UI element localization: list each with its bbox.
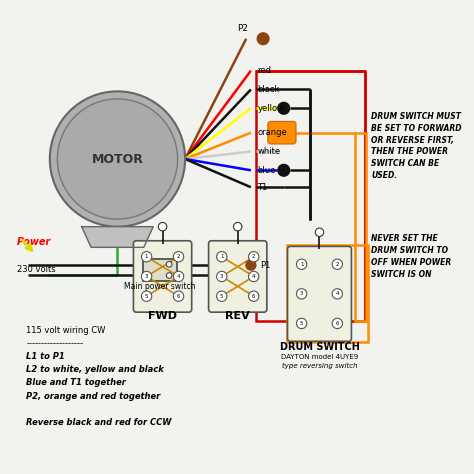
- Text: FWD: FWD: [148, 311, 177, 321]
- Text: 3: 3: [220, 274, 224, 279]
- Circle shape: [332, 289, 343, 299]
- Text: Power: Power: [17, 237, 51, 246]
- Circle shape: [248, 271, 259, 282]
- Circle shape: [141, 252, 152, 262]
- Circle shape: [158, 222, 167, 231]
- Text: 2: 2: [177, 254, 180, 259]
- Text: 1: 1: [145, 254, 148, 259]
- Circle shape: [57, 99, 178, 219]
- Text: -------------------: -------------------: [27, 339, 83, 348]
- Text: DRUM SWITCH: DRUM SWITCH: [280, 342, 359, 352]
- Text: 2: 2: [252, 254, 255, 259]
- Text: 4: 4: [252, 274, 255, 279]
- Text: yellow: yellow: [257, 104, 284, 113]
- Bar: [287, 246, 368, 342]
- Text: L2 to white, yellow and black: L2 to white, yellow and black: [27, 365, 164, 374]
- Bar: [143, 259, 177, 281]
- Circle shape: [141, 271, 152, 282]
- FancyBboxPatch shape: [268, 121, 296, 144]
- Circle shape: [277, 164, 291, 177]
- Text: 5: 5: [300, 321, 303, 326]
- Circle shape: [217, 252, 227, 262]
- Text: 5: 5: [220, 294, 224, 299]
- Circle shape: [248, 252, 259, 262]
- Text: type reversing switch: type reversing switch: [282, 363, 357, 369]
- Text: 4: 4: [177, 274, 180, 279]
- Text: 1: 1: [300, 262, 303, 267]
- Text: T1: T1: [257, 182, 268, 191]
- Polygon shape: [82, 227, 153, 247]
- Circle shape: [248, 291, 259, 301]
- Circle shape: [166, 273, 172, 278]
- Text: Blue and T1 together: Blue and T1 together: [27, 378, 126, 387]
- Text: NEVER SET THE
DRUM SWITCH TO
OFF WHEN POWER
SWITCH IS ON: NEVER SET THE DRUM SWITCH TO OFF WHEN PO…: [371, 234, 451, 279]
- Text: MOTOR: MOTOR: [91, 153, 144, 165]
- Circle shape: [332, 318, 343, 328]
- Circle shape: [296, 259, 307, 269]
- Text: 230 volts: 230 volts: [17, 265, 55, 274]
- Circle shape: [217, 291, 227, 301]
- Text: black: black: [257, 85, 280, 94]
- Text: 3: 3: [300, 292, 303, 296]
- Text: 3: 3: [145, 274, 148, 279]
- Circle shape: [141, 291, 152, 301]
- Text: Main power switch: Main power switch: [124, 282, 195, 291]
- Text: blue: blue: [257, 166, 276, 175]
- Circle shape: [50, 91, 185, 227]
- Text: 115 volt wiring CW: 115 volt wiring CW: [27, 326, 106, 335]
- Text: 5: 5: [145, 294, 148, 299]
- Text: red: red: [257, 66, 272, 75]
- Text: orange: orange: [257, 128, 287, 137]
- Text: 6: 6: [336, 321, 339, 326]
- Text: white: white: [257, 147, 281, 156]
- Circle shape: [296, 318, 307, 328]
- Text: L1 to P1: L1 to P1: [27, 352, 65, 361]
- Text: Reverse black and red for CCW: Reverse black and red for CCW: [27, 418, 172, 427]
- Circle shape: [234, 222, 242, 231]
- Text: P1: P1: [260, 261, 271, 270]
- Text: P2, orange and red together: P2, orange and red together: [27, 392, 161, 401]
- Text: 2: 2: [336, 262, 339, 267]
- Text: 6: 6: [177, 294, 180, 299]
- Circle shape: [173, 291, 184, 301]
- Circle shape: [315, 228, 324, 237]
- Circle shape: [245, 260, 256, 271]
- Circle shape: [332, 259, 343, 269]
- Text: 1: 1: [220, 254, 224, 259]
- Bar: [355, 133, 366, 320]
- Text: 4: 4: [336, 292, 339, 296]
- Text: DAYTON model 4UYE9: DAYTON model 4UYE9: [281, 354, 358, 360]
- Circle shape: [166, 262, 172, 267]
- Circle shape: [173, 271, 184, 282]
- Circle shape: [217, 271, 227, 282]
- FancyBboxPatch shape: [288, 246, 351, 341]
- Bar: [255, 71, 365, 320]
- Circle shape: [296, 289, 307, 299]
- Circle shape: [277, 102, 291, 115]
- Circle shape: [256, 32, 270, 46]
- Text: P2: P2: [237, 24, 248, 33]
- Text: REV: REV: [225, 311, 250, 321]
- Circle shape: [173, 252, 184, 262]
- Text: DRUM SWITCH MUST
BE SET TO FORWARD
OR REVERSE FIRST,
THEN THE POWER
SWITCH CAN B: DRUM SWITCH MUST BE SET TO FORWARD OR RE…: [371, 112, 462, 180]
- FancyBboxPatch shape: [209, 241, 267, 312]
- Text: 6: 6: [252, 294, 255, 299]
- FancyBboxPatch shape: [133, 241, 191, 312]
